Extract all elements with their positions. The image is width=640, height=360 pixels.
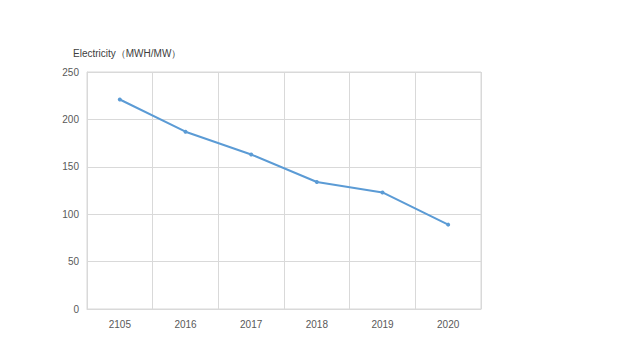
svg-text:0: 0 [73, 304, 79, 315]
svg-text:2016: 2016 [174, 319, 197, 330]
svg-text:2018: 2018 [306, 319, 329, 330]
svg-text:2017: 2017 [240, 319, 263, 330]
svg-text:200: 200 [62, 114, 79, 125]
svg-text:2105: 2105 [109, 319, 132, 330]
svg-text:250: 250 [62, 67, 79, 78]
svg-text:50: 50 [68, 256, 80, 267]
svg-text:100: 100 [62, 209, 79, 220]
svg-text:2019: 2019 [371, 319, 394, 330]
svg-text:2020: 2020 [437, 319, 460, 330]
svg-text:Electricity（MWH/MW）: Electricity（MWH/MW） [73, 48, 181, 59]
svg-text:150: 150 [62, 161, 79, 172]
